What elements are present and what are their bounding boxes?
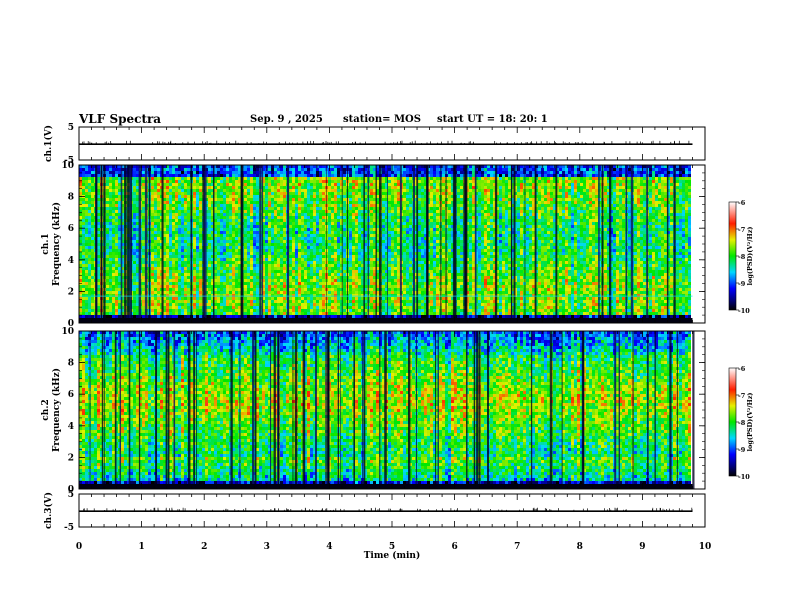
x-tick-label-10: 10 (699, 542, 712, 552)
ch3-waveform-ylabel: ch.3(V) (43, 492, 54, 529)
x-tick-label-3: 3 (264, 542, 270, 552)
ch2-spectrogram-ytick-label-1: 2 (68, 453, 74, 463)
x-tick-label-4: 4 (326, 542, 332, 552)
ch3-waveform-yticks: 5 -5 (64, 490, 74, 533)
ch2-spectrogram-ylabel-frequency: Frequency (kHz) (51, 368, 62, 452)
x-tick-label-6: 6 (451, 542, 457, 552)
ch1-spectrogram-ytick-label-1: 2 (68, 287, 74, 297)
ch2-spectrogram-low-band (79, 484, 692, 489)
ch2-spectrogram-colorbar-tick-label-0: -6 (738, 365, 746, 373)
x-tick-label-2: 2 (201, 542, 207, 552)
ch2-spectrogram-ytick-label-4: 8 (68, 359, 74, 369)
ch2-spectrogram-ytick-label-5: 10 (61, 327, 74, 337)
ch1-spectrogram-low-band (79, 318, 692, 323)
ch1-spectrogram-colorbar (729, 202, 736, 310)
ch3-waveform-ytick-label-1: -5 (64, 523, 74, 533)
ch1-spectrogram-colorbar-tick-label-0: -6 (738, 199, 746, 207)
x-axis-label: Time (min) (364, 550, 421, 561)
ch1-waveform-yticks: 5-5 (64, 123, 74, 166)
ch2-spectrogram-colorbar-tick-label-2: -8 (738, 419, 746, 427)
ch1-spectrogram-colorbar-label: log(PSD)(V²/Hz) (746, 227, 754, 286)
ch1-spectrogram-ytick-label-5: 10 (61, 161, 74, 171)
x-tick-label-7: 7 (514, 542, 520, 552)
ch2-spectrogram-colorbar-label: log(PSD)(V²/Hz) (746, 393, 754, 452)
ch1-spectrogram-ylabel-frequency: Frequency (kHz) (51, 202, 62, 286)
ch3-waveform-ytick-label-0: 5 (68, 490, 74, 500)
ch2-spectrogram-colorbar (729, 368, 736, 476)
ch1-spectrogram-ylabel-channel: ch.1 (41, 233, 51, 254)
ch1-waveform-ytick-label-0: 5 (68, 123, 74, 133)
ch1-spectrogram-colorbar-tick-label-2: -8 (738, 253, 746, 261)
ch1-spectrogram-colorbar-tick-label-4: -10 (738, 307, 750, 315)
ch2-spectrogram-colorbar-tick-label-3: -9 (738, 446, 746, 454)
x-tick-label-1: 1 (138, 542, 144, 552)
ch2-spectrogram-colorbar-tick-label-4: -10 (738, 473, 750, 481)
ch2-spectrogram-ytick-label-2: 4 (68, 422, 74, 432)
ch1-spectrogram-colorbar-tick-label-3: -9 (738, 280, 746, 288)
ch2-spectrogram-ytick-label-3: 6 (68, 390, 74, 400)
ch1-spectrogram-ytick-label-4: 8 (68, 193, 74, 203)
vlf-figure: 5-5ch.1(V)0246810ch.1 Frequency (kHz) -6-7… (0, 0, 792, 612)
ch1-waveform-ylabel: ch.1(V) (43, 125, 54, 162)
ch1-spectrogram-ytick-label-3: 6 (68, 224, 74, 234)
ch2-spectrogram-ylabel-channel: ch.2 (41, 399, 51, 420)
ch2-spectrogram-colorbar-tick-label-1: -7 (738, 392, 745, 400)
x-tick-label-9: 9 (639, 542, 645, 552)
x-tick-label-0: 0 (76, 542, 82, 552)
ch1-spectrogram-colorbar-tick-label-1: -7 (738, 226, 745, 234)
ch1-spectrogram-ytick-label-2: 4 (68, 256, 74, 266)
x-tick-label-8: 8 (577, 542, 583, 552)
